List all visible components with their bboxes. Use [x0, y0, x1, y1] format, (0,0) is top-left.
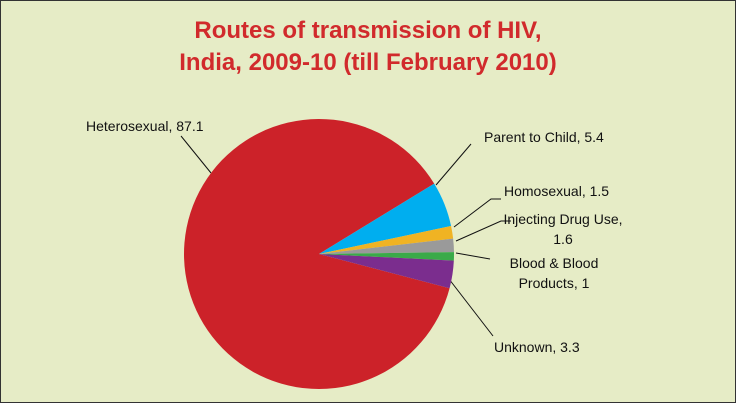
data-label: Unknown, 3.3: [494, 339, 580, 355]
leader-line: [448, 278, 494, 337]
data-label: Parent to Child, 5.4: [484, 129, 604, 145]
pie-slice: [319, 252, 454, 261]
leader-line: [453, 198, 501, 228]
data-label: Homosexual, 1.5: [504, 183, 610, 199]
data-label: Blood & Blood Products, 1: [509, 255, 599, 291]
leader-lines: [180, 135, 511, 337]
chart-title: Routes of transmission of HIV,: [194, 17, 542, 44]
pie-slice: [319, 183, 452, 254]
data-label: Injecting Drug Use, 1.6: [503, 211, 623, 247]
pie-slice: [319, 254, 454, 289]
leader-line: [180, 135, 212, 174]
pie-slice: [183, 119, 450, 390]
leader-line: [455, 252, 491, 260]
chart-title: India, 2009-10 (till February 2010): [179, 49, 557, 76]
pie-slice: [319, 238, 454, 254]
data-label: Heterosexual, 87.1: [86, 118, 204, 134]
pie-slice: [319, 226, 454, 254]
leader-line: [435, 143, 472, 186]
leader-line: [455, 220, 511, 242]
